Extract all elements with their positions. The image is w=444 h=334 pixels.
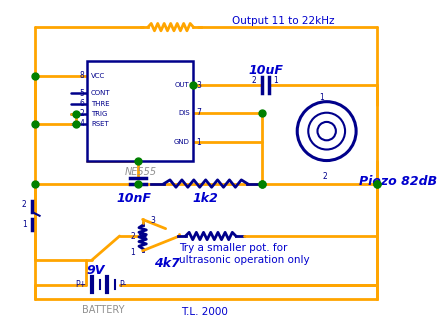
Text: 8: 8: [80, 71, 85, 80]
Text: OUT: OUT: [175, 82, 190, 88]
FancyBboxPatch shape: [87, 61, 193, 161]
Text: DIS: DIS: [178, 110, 190, 116]
Text: RSET: RSET: [91, 121, 109, 127]
Text: THRE: THRE: [91, 101, 110, 107]
Text: 10uF: 10uF: [249, 64, 283, 77]
Text: P-: P-: [119, 280, 127, 289]
Text: Piezo 82dB: Piezo 82dB: [359, 175, 437, 188]
Text: Output 11 to 22kHz: Output 11 to 22kHz: [232, 16, 334, 26]
Text: 4: 4: [80, 119, 85, 128]
Text: P+: P+: [75, 280, 87, 289]
Text: T.L. 2000: T.L. 2000: [181, 307, 228, 317]
Text: 5: 5: [80, 89, 85, 98]
Text: 2: 2: [80, 109, 85, 118]
Text: 2: 2: [131, 231, 135, 240]
Text: 1: 1: [274, 76, 278, 85]
Text: 1: 1: [131, 248, 135, 257]
Text: 1k2: 1k2: [193, 192, 218, 205]
Text: 2: 2: [252, 76, 257, 85]
Text: 2: 2: [322, 172, 327, 181]
Text: 4k7: 4k7: [154, 257, 179, 270]
Text: VCC: VCC: [91, 73, 105, 79]
Text: 1: 1: [22, 220, 27, 229]
Text: ultrasonic operation only: ultrasonic operation only: [179, 255, 310, 265]
Text: CONT: CONT: [91, 91, 111, 97]
Text: TRIG: TRIG: [91, 111, 107, 117]
Text: 10nF: 10nF: [117, 192, 152, 205]
Text: 1: 1: [196, 138, 201, 147]
Text: NE555: NE555: [124, 167, 156, 177]
Text: 3: 3: [196, 80, 201, 90]
Text: Try a smaller pot. for: Try a smaller pot. for: [179, 243, 288, 253]
Text: 7: 7: [196, 108, 201, 117]
Text: 6: 6: [80, 99, 85, 108]
Text: 9V: 9V: [87, 264, 105, 277]
Text: GND: GND: [174, 139, 190, 145]
Text: 2: 2: [22, 200, 27, 209]
Text: 3: 3: [150, 216, 155, 225]
Text: BATTERY: BATTERY: [82, 305, 124, 315]
Text: 1: 1: [320, 94, 325, 103]
